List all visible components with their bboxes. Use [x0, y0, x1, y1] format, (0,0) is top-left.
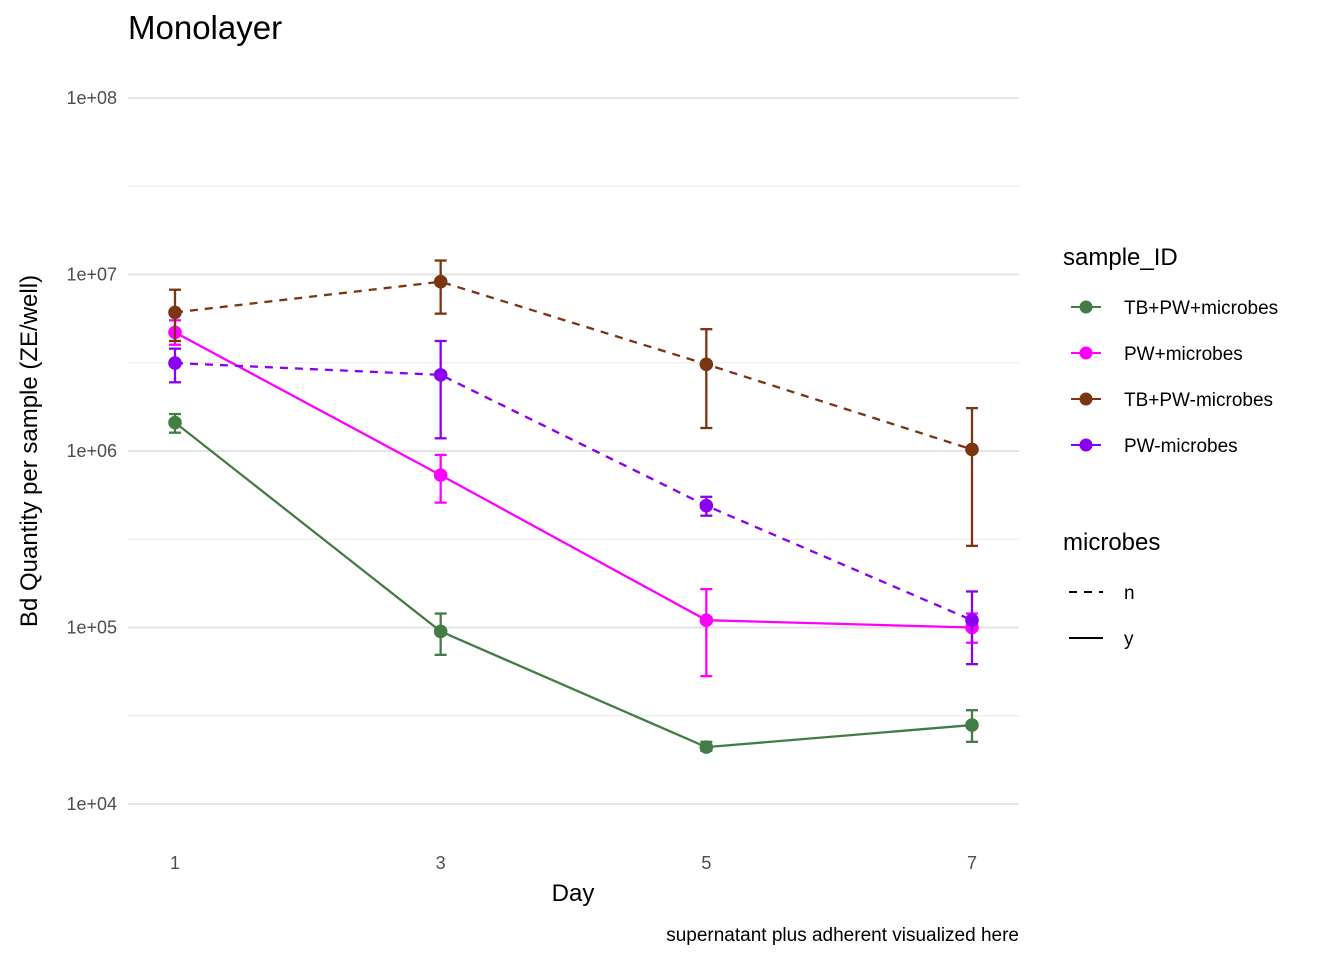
legend-entry-microbes-y: y [1069, 629, 1134, 650]
y-tick-label: 1e+08 [66, 88, 117, 108]
legend-point [1079, 300, 1093, 314]
legend-entry-pw-microbes-minus: PW-microbes [1071, 436, 1238, 457]
x-tick-label: 7 [967, 853, 977, 873]
legend-title-sample-id: sample_ID [1063, 244, 1178, 271]
series-3 [168, 339, 979, 666]
x-tick-label: 3 [436, 853, 446, 873]
legend-entry-microbes-n: n [1069, 583, 1135, 604]
y-tick-label: 1e+06 [66, 441, 117, 461]
y-tick-label: 1e+05 [66, 618, 117, 638]
data-point [168, 305, 182, 320]
legend-title-microbes: microbes [1063, 529, 1160, 556]
series-layer [168, 259, 979, 754]
data-point [433, 368, 448, 382]
chart-caption: supernatant plus adherent visualized her… [666, 925, 1019, 946]
legend-point [1079, 438, 1093, 452]
grid-lines [128, 97, 1019, 805]
series-line [174, 361, 973, 622]
legend-sample-id: sample_ID TB+PW+microbes PW+microbes TB+… [1063, 244, 1278, 457]
data-point [168, 415, 182, 430]
data-point [433, 468, 448, 482]
data-point [433, 274, 448, 289]
x-tick-label: 5 [701, 853, 711, 873]
legend-label: TB+PW-microbes [1124, 390, 1273, 411]
series-line [174, 280, 973, 451]
legend-label: y [1124, 629, 1134, 650]
legend-microbes: microbes n y [1063, 529, 1160, 650]
legend-label: TB+PW+microbes [1124, 298, 1278, 319]
x-axis-ticks: 1 3 5 7 [170, 853, 977, 873]
chart-title: Monolayer [128, 9, 282, 46]
series-0 [168, 412, 979, 754]
legend-label: n [1124, 583, 1135, 604]
series-2 [168, 259, 979, 548]
series-line [174, 331, 973, 629]
y-axis-title: Bd Quantity per sample (ZE/well) [16, 275, 43, 627]
y-axis-ticks: 1e+04 1e+05 1e+06 1e+07 1e+08 [66, 88, 117, 814]
legend-label: PW-microbes [1124, 436, 1238, 457]
legend-entry-tb-pw-microbes-plus: TB+PW+microbes [1071, 298, 1278, 319]
legend-label: PW+microbes [1124, 344, 1243, 365]
data-point [699, 740, 714, 754]
legend-point [1079, 346, 1093, 360]
y-tick-label: 1e+04 [66, 794, 117, 814]
data-point [965, 613, 979, 627]
series-1 [168, 319, 979, 678]
x-axis-title: Day [552, 880, 595, 907]
data-point [699, 613, 714, 627]
y-tick-label: 1e+07 [66, 265, 117, 285]
legend-entry-tb-pw-microbes-minus: TB+PW-microbes [1071, 390, 1273, 411]
data-point [699, 357, 714, 372]
data-point [433, 624, 448, 639]
data-point [965, 718, 979, 732]
legend-point [1079, 392, 1093, 406]
data-point [168, 356, 182, 370]
series-line [174, 421, 973, 749]
data-point [965, 442, 979, 457]
x-tick-label: 1 [170, 853, 180, 873]
legend-entry-pw-microbes-plus: PW+microbes [1071, 344, 1243, 365]
data-point [699, 498, 714, 513]
